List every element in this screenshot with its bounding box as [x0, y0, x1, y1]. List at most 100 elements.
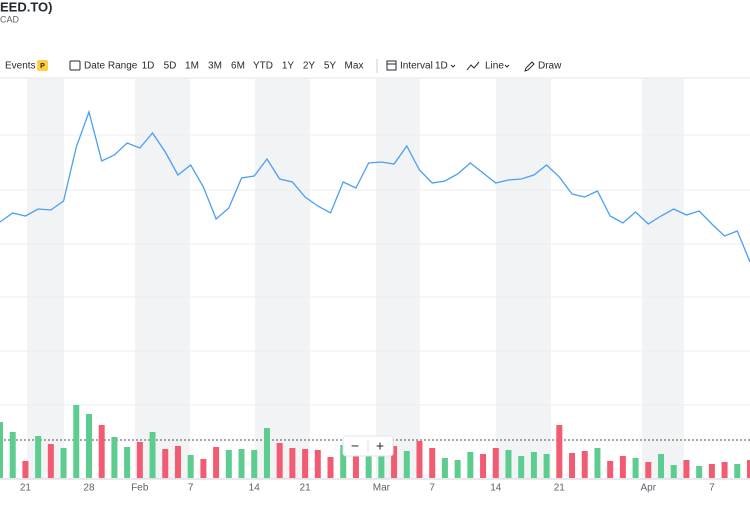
volume-bar [149, 432, 156, 478]
zoom-control: − + [342, 435, 394, 457]
events-button[interactable]: Events [5, 61, 36, 72]
volume-bar [492, 448, 499, 478]
range-button[interactable]: 5D [164, 61, 177, 72]
volume-bar [734, 464, 741, 478]
volume-bar [696, 466, 703, 478]
ticker-title: EED.TO) [0, 0, 53, 14]
range-button[interactable]: 6M [231, 61, 245, 72]
x-tick-label: 7 [429, 483, 435, 494]
chevron [504, 64, 510, 68]
week-band [135, 79, 190, 479]
volume-bar [225, 450, 232, 478]
interval-value[interactable]: 1D [435, 61, 448, 72]
events-badge: P [40, 63, 45, 70]
volume-bar [378, 450, 385, 478]
range-button[interactable]: 3M [208, 61, 222, 72]
volume-bar [85, 414, 92, 478]
volume-bar [670, 465, 677, 478]
volume-bar [73, 405, 80, 478]
volume-bar [263, 428, 270, 478]
x-tick-label: 14 [490, 483, 502, 494]
volume-bar [721, 462, 728, 478]
volume-bar [556, 425, 563, 478]
volume-bar [683, 460, 690, 478]
range-button[interactable]: 1M [185, 61, 199, 72]
volume-bar [658, 454, 665, 478]
x-tick-label: Feb [131, 483, 149, 494]
volume-bar [9, 432, 16, 478]
x-tick-label: Mar [373, 483, 391, 494]
x-tick-label: Apr [641, 483, 657, 494]
interval-icon [386, 60, 397, 71]
x-tick-label: 7 [188, 483, 194, 494]
range-button[interactable]: 2Y [303, 61, 316, 72]
volume-bar [594, 448, 601, 478]
range-button[interactable]: YTD [253, 61, 273, 72]
volume-bar [747, 460, 750, 478]
volume-bar [289, 448, 296, 478]
volume-bar [213, 447, 220, 478]
calendar-icon [69, 60, 81, 71]
range-button[interactable]: 1D [142, 61, 155, 72]
price-line [0, 109, 750, 263]
volume-bar [47, 444, 54, 478]
zoom-out[interactable]: − [351, 438, 359, 454]
volume-bar [187, 455, 194, 478]
volume-bar [645, 462, 652, 478]
volume-bar [124, 447, 131, 478]
toolbar: Events P Date Range 1D 5D 1M 3M 6M YTD 1Y 2Y 5Y Max I… [0, 59, 750, 79]
volume-bar [708, 464, 715, 478]
x-tick-label: 14 [249, 483, 261, 494]
volume-bar [416, 441, 423, 478]
volume-bar [619, 456, 626, 478]
shading [27, 79, 684, 479]
date-range[interactable]: Date Range [84, 61, 138, 72]
interval[interactable]: Interval [400, 61, 433, 72]
x-tick-label: 21 [554, 483, 566, 494]
volume-bar [518, 456, 525, 478]
week-band [642, 79, 684, 479]
range-button[interactable]: 1Y [282, 61, 295, 72]
volume-bar [340, 445, 347, 478]
draw-icon [524, 61, 535, 72]
volume-bar [238, 449, 245, 478]
volume-bar [454, 460, 461, 478]
x-tick-label: 21 [20, 483, 32, 494]
volume-bar [429, 448, 436, 478]
plot [0, 109, 750, 478]
volume-bar [480, 454, 487, 478]
x-tick-label: 7 [709, 483, 715, 494]
volume-bar [403, 451, 410, 478]
week-band [496, 79, 551, 479]
week-band [376, 79, 420, 479]
x-tick-label: 21 [300, 483, 312, 494]
volume-bar [174, 446, 181, 478]
range-button[interactable]: Max [345, 61, 364, 72]
volume-bar [302, 449, 309, 478]
volume-bar [607, 461, 614, 478]
volume-bar [98, 425, 105, 478]
line-icon [466, 61, 480, 71]
currency: CAD [0, 14, 20, 24]
volume-bar [569, 453, 576, 478]
zoom-in[interactable]: + [376, 438, 384, 454]
week-band [255, 79, 310, 479]
draw[interactable]: Draw [538, 61, 562, 72]
volume-bar [22, 461, 29, 478]
volume-bar [162, 449, 169, 478]
x-tick-label: 28 [83, 483, 95, 494]
volume-bar [365, 448, 372, 478]
volume-bar [467, 452, 474, 478]
chevron [450, 64, 456, 68]
volume-bar [581, 451, 588, 478]
badge [37, 60, 48, 71]
volume-bar [352, 456, 359, 478]
volume-bar [314, 450, 321, 478]
volume-bar [327, 457, 334, 478]
range-button[interactable]: 5Y [324, 61, 337, 72]
line-type[interactable]: Line [485, 61, 504, 72]
volume-bar [391, 446, 398, 478]
volume-bar [0, 422, 3, 478]
